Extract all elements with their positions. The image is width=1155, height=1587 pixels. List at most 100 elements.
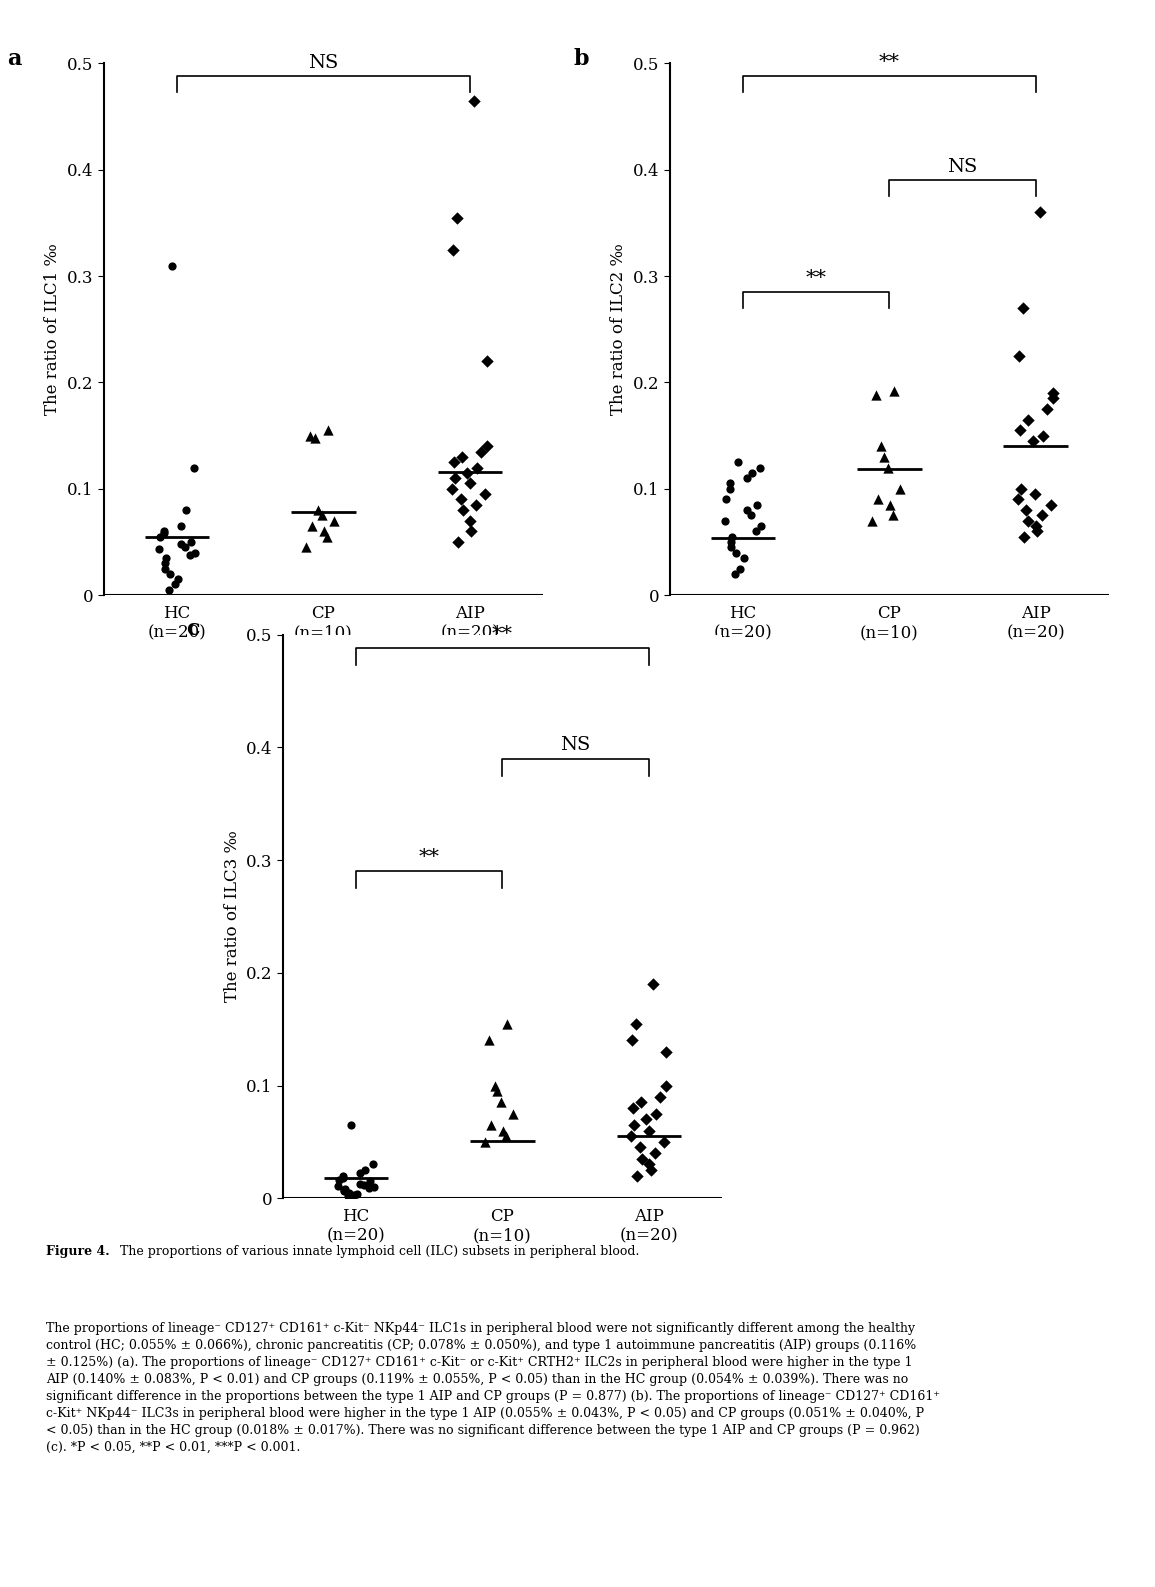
Point xyxy=(1043,381,1061,406)
Point xyxy=(467,492,485,517)
Text: NS: NS xyxy=(947,159,977,176)
Point xyxy=(1033,503,1051,528)
Point xyxy=(863,508,881,533)
Point xyxy=(169,567,187,592)
Point xyxy=(442,476,461,501)
Text: a: a xyxy=(7,48,22,70)
Point xyxy=(722,528,740,554)
Point xyxy=(731,555,750,581)
Point xyxy=(313,503,331,528)
Text: **: ** xyxy=(806,268,827,287)
Point xyxy=(185,455,203,481)
Point xyxy=(446,465,464,490)
Point xyxy=(340,1179,358,1205)
Point xyxy=(468,455,486,481)
Point xyxy=(1044,386,1063,411)
Point xyxy=(638,1106,656,1132)
Point xyxy=(722,535,740,560)
Point xyxy=(742,503,760,528)
Point xyxy=(875,444,894,470)
Text: Figure 4.: Figure 4. xyxy=(46,1244,110,1258)
Point xyxy=(880,492,899,517)
Point xyxy=(646,1141,664,1166)
Text: b: b xyxy=(573,48,589,70)
Point xyxy=(746,519,765,544)
Point xyxy=(640,1117,658,1143)
Point xyxy=(1030,200,1049,225)
Point xyxy=(445,449,463,475)
Point xyxy=(721,471,739,497)
Point xyxy=(348,1181,366,1206)
Point xyxy=(717,487,736,513)
Point xyxy=(716,508,735,533)
Point xyxy=(459,460,477,486)
Point xyxy=(478,433,497,459)
Point xyxy=(657,1073,676,1098)
Point xyxy=(351,1160,370,1185)
Point xyxy=(181,528,200,554)
Point xyxy=(172,532,191,557)
Point xyxy=(335,1178,353,1203)
Point xyxy=(1009,343,1028,368)
Point xyxy=(729,449,747,475)
Text: **: ** xyxy=(492,625,513,644)
Point xyxy=(640,1152,658,1178)
Point xyxy=(651,1084,670,1109)
Point xyxy=(176,535,194,560)
Point xyxy=(656,1039,675,1065)
Text: NS: NS xyxy=(560,736,590,754)
Point xyxy=(885,378,903,403)
Point xyxy=(477,349,495,375)
Point xyxy=(1014,524,1033,549)
Point xyxy=(632,1146,650,1171)
Point xyxy=(325,508,343,533)
Point xyxy=(464,87,483,113)
Point xyxy=(150,536,169,562)
Point xyxy=(643,971,662,997)
Point xyxy=(1027,481,1045,506)
Point xyxy=(497,1124,515,1149)
Point xyxy=(156,555,174,581)
Point xyxy=(180,543,199,568)
Point xyxy=(319,417,337,443)
Point xyxy=(632,1090,650,1116)
Point xyxy=(479,1028,498,1054)
Point xyxy=(1012,476,1030,501)
Point xyxy=(359,1176,378,1201)
Point xyxy=(623,1028,641,1054)
Text: NS: NS xyxy=(308,54,338,71)
Point xyxy=(330,1168,349,1193)
Point xyxy=(462,519,480,544)
Point xyxy=(625,1112,643,1138)
Point xyxy=(161,562,179,587)
Point xyxy=(751,455,769,481)
Point xyxy=(721,476,739,501)
Point xyxy=(310,497,328,522)
Point xyxy=(172,513,191,538)
Point xyxy=(360,1168,379,1193)
Point xyxy=(1019,406,1037,432)
Point xyxy=(453,444,471,470)
Point xyxy=(1008,487,1027,513)
Point xyxy=(452,487,470,513)
Y-axis label: The ratio of ILC3 ‰: The ratio of ILC3 ‰ xyxy=(224,830,240,1003)
Point xyxy=(1024,428,1043,454)
Point xyxy=(155,521,173,546)
Point xyxy=(472,440,491,465)
Point xyxy=(752,513,770,538)
Point xyxy=(155,519,173,544)
Point xyxy=(1042,492,1060,517)
Point xyxy=(329,1173,348,1198)
Point xyxy=(300,422,319,448)
Point xyxy=(1018,497,1036,522)
Point xyxy=(726,540,745,565)
Point xyxy=(186,540,204,565)
Point xyxy=(743,460,761,486)
Point xyxy=(869,487,887,513)
Point xyxy=(485,1073,504,1098)
Point xyxy=(489,1079,507,1105)
Point xyxy=(1038,397,1057,422)
Point xyxy=(492,1090,511,1116)
Point xyxy=(157,546,176,571)
Point xyxy=(334,1165,352,1190)
